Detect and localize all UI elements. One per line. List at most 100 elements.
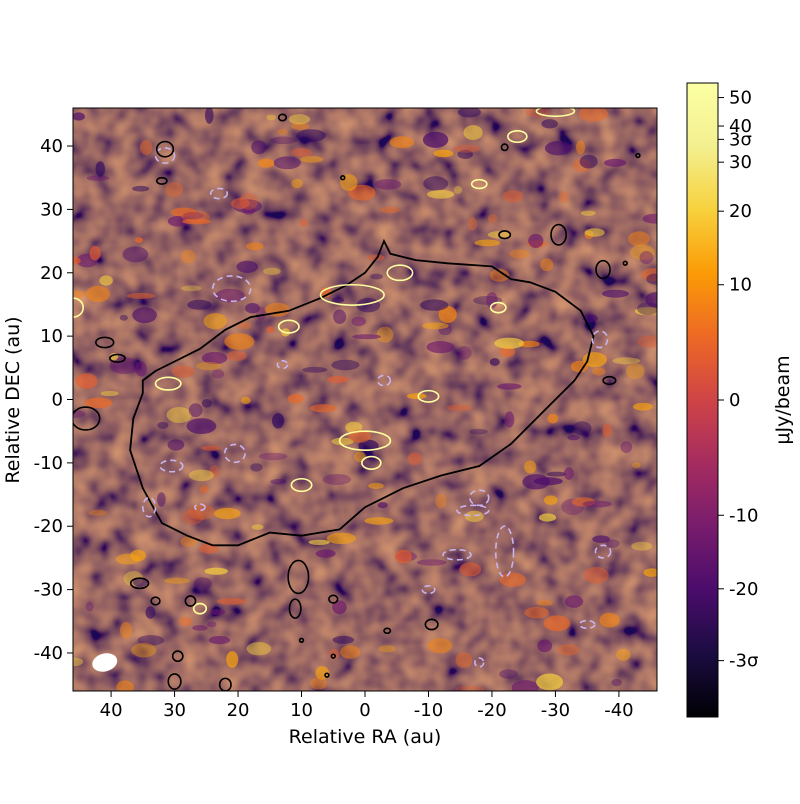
- emission-blob: [171, 365, 195, 378]
- emission-blob: [84, 397, 113, 409]
- emission-blob: [584, 228, 605, 237]
- emission-blob: [180, 536, 197, 547]
- emission-blob: [308, 539, 330, 545]
- emission-blob: [628, 231, 650, 247]
- negative-3sigma-contour: [594, 544, 612, 559]
- emission-blob: [296, 129, 326, 143]
- background-contour: [167, 673, 182, 690]
- emission-blob: [135, 361, 147, 377]
- emission-blob: [637, 335, 657, 348]
- emission-blob: [524, 606, 549, 619]
- emission-blob: [226, 350, 247, 361]
- emission-blob: [201, 399, 213, 408]
- emission-blob: [352, 334, 382, 340]
- emission-blob: [438, 306, 457, 323]
- x-tick-label: 30: [163, 700, 186, 721]
- background-contour: [602, 375, 617, 386]
- emission-blob: [422, 322, 449, 330]
- emission-blob: [583, 567, 609, 584]
- negative-3sigma-contour: [442, 548, 472, 561]
- negative-3sigma-contour: [142, 496, 157, 518]
- negative-3sigma-contour: [474, 657, 485, 668]
- emission-blob: [300, 156, 324, 163]
- emission-blob: [182, 211, 204, 220]
- positive-3sigma-contour: [319, 283, 385, 306]
- emission-blob: [263, 267, 281, 275]
- contour-layer: [73, 108, 641, 691]
- emission-blob: [186, 418, 217, 434]
- emission-blob: [616, 648, 631, 661]
- y-tick-label: 40: [40, 136, 63, 157]
- positive-3sigma-contour: [361, 455, 382, 470]
- emission-blob: [165, 182, 184, 198]
- emission-blob: [241, 396, 251, 404]
- negative-3sigma-contour: [468, 489, 490, 507]
- emission-blob: [509, 249, 530, 259]
- x-axis: 40 30 20 10 0 -10 -20 -30 -40: [100, 691, 634, 721]
- emission-blob: [538, 513, 557, 522]
- emission-blob: [182, 509, 204, 525]
- emission-blob: [258, 452, 288, 461]
- emission-blob: [389, 136, 415, 149]
- emission-blob: [612, 357, 641, 365]
- emission-blob: [187, 299, 212, 310]
- emission-blob: [626, 363, 645, 380]
- emission-blob: [558, 191, 569, 204]
- emission-blob: [157, 421, 169, 429]
- emission-blob: [277, 128, 289, 135]
- x-tick-label: 40: [100, 700, 123, 721]
- emission-blob: [250, 463, 263, 472]
- background-contour: [73, 406, 101, 431]
- colorbar-tick-label: -3σ: [729, 651, 758, 672]
- emission-blob: [643, 568, 657, 577]
- emission-blob: [192, 625, 208, 631]
- emission-blob: [230, 198, 250, 209]
- emission-blob: [214, 507, 241, 520]
- emission-blob: [370, 273, 383, 280]
- emission-blob: [270, 136, 297, 145]
- emission-blob: [216, 598, 247, 605]
- emission-blob: [99, 275, 113, 286]
- emission-blob: [427, 189, 455, 199]
- emission-blob: [457, 108, 481, 118]
- emission-blob: [182, 218, 211, 225]
- background-contour: [324, 672, 330, 678]
- emission-blob: [463, 125, 483, 141]
- emission-blob: [126, 292, 156, 299]
- emission-blob: [504, 411, 515, 428]
- background-contour: [383, 627, 392, 635]
- colorbar-tick-label: 20: [729, 201, 752, 222]
- emission-blob: [75, 373, 98, 389]
- emission-blob: [167, 216, 188, 227]
- emission-blob: [376, 326, 394, 343]
- emission-blob: [453, 144, 481, 153]
- emission-blob: [582, 500, 612, 508]
- emission-blob: [199, 485, 209, 494]
- emission-blob: [73, 409, 86, 418]
- positive-3sigma-contour: [489, 301, 507, 314]
- emission-blob: [536, 673, 564, 691]
- background-contour: [635, 152, 641, 159]
- emission-blob: [291, 178, 303, 189]
- emission-blob: [100, 390, 119, 397]
- negative-3sigma-contour: [456, 504, 490, 517]
- emission-blob: [206, 621, 217, 628]
- emission-blob: [237, 321, 252, 330]
- emission-blob: [236, 260, 259, 273]
- negative-3sigma-contour: [194, 503, 206, 512]
- background-contour: [298, 637, 305, 644]
- emission-blob: [645, 292, 657, 308]
- emission-blob: [302, 366, 328, 373]
- emission-blob: [348, 429, 371, 443]
- y-tick-label: 10: [40, 326, 63, 347]
- negative-3sigma-contour: [421, 585, 436, 595]
- y-axis: 40 30 20 10 0 -10 -20 -30 -40: [34, 136, 73, 664]
- emission-blob: [630, 244, 655, 261]
- emission-blob: [486, 292, 498, 309]
- positive-3sigma-contour: [290, 477, 313, 493]
- background-contour: [150, 596, 161, 606]
- colorbar-tick-label: 3σ: [729, 129, 752, 150]
- y-tick-label: -20: [34, 516, 63, 537]
- emission-blob: [333, 309, 347, 325]
